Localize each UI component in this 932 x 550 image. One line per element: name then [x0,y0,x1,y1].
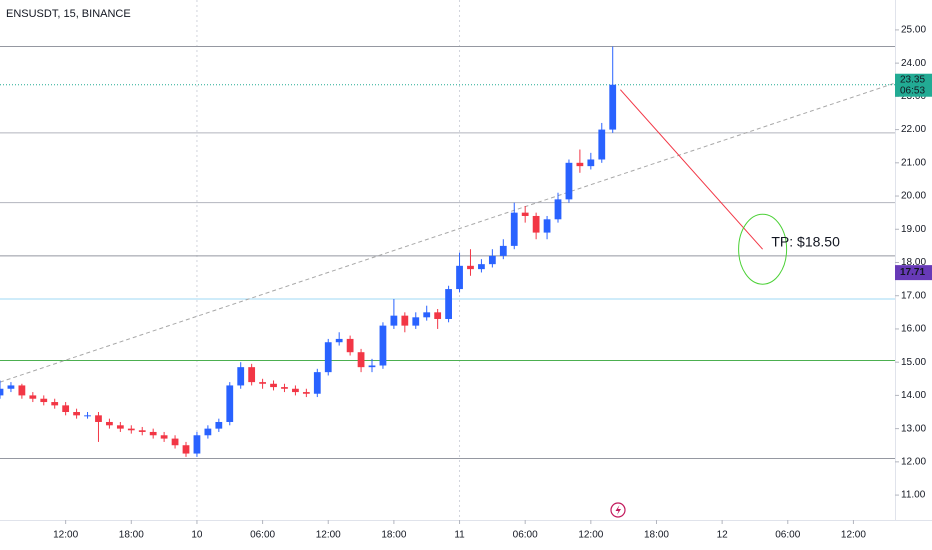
candle-body [7,385,15,389]
y-tick-label: 15.00 [901,357,926,368]
candle-body [51,402,59,406]
candle-body [116,425,124,429]
y-tick-label: 18.00 [901,257,926,268]
x-tick-label: 06:00 [250,530,275,541]
candle-body [467,265,474,270]
y-tick-label: 11.00 [901,490,926,501]
candle-body [478,264,485,270]
target-line [619,89,763,250]
candle-body [423,312,431,318]
candle-body [532,215,540,233]
candle-body [357,352,365,368]
candle-body [587,159,595,167]
candle-body [204,428,212,436]
x-tick-label: 12:00 [316,530,341,541]
candle-body [379,325,387,366]
annotation: TP: $18.50 [771,233,840,249]
candle-body [18,385,26,396]
y-tick-label: 12.00 [901,456,926,467]
candle-body [270,383,277,388]
candle-body [149,431,157,436]
candle-body [171,438,179,446]
candle-body [346,338,354,353]
candle-body [62,405,70,413]
candle-body [401,315,409,326]
candle-body [543,219,551,233]
candle-body [259,382,266,384]
x-tick-label: 18:00 [119,530,144,541]
y-tick-label: 25.00 [901,25,926,36]
candle-body [445,289,452,319]
candle-body [127,428,135,431]
candle-body [193,435,201,454]
x-tick-label: 06:00 [513,530,538,541]
y-tick-label: 16.00 [901,324,926,335]
candle-body [576,162,584,167]
countdown-label: 06:53 [900,85,925,96]
x-tick-label: 11 [454,530,465,541]
x-tick-label: 12:00 [53,530,78,541]
plot: TP: $18.50 [0,0,896,520]
candle-body [510,212,518,246]
candle-body [521,212,529,216]
candle-body [598,129,606,160]
candle-body [106,421,113,426]
candle-body [0,388,4,396]
x-tick-label: 10 [191,530,203,541]
x-tick-label: 12:00 [578,530,603,541]
candle-body [499,245,507,256]
candle-body [237,367,245,386]
last-price-label: 23.35 [900,74,925,85]
x-tick-label: 12:00 [841,530,866,541]
x-tick-label: 18:00 [381,530,406,541]
candle-body [324,342,332,373]
candle-body [390,315,398,326]
candle-body [226,385,234,422]
candle-body [84,415,91,417]
candle-body [182,445,190,454]
candle-body [160,435,168,439]
candle-body [73,412,80,416]
y-tick-label: 14.00 [901,390,926,401]
candle-body [248,367,256,383]
y-tick-label: 20.00 [901,191,926,202]
y-tick-label: 21.00 [901,157,926,168]
y-tick-label: 17.00 [901,290,926,301]
y-tick-label: 24.00 [901,58,926,69]
candle-body [292,388,299,393]
x-tick-label: 18:00 [644,530,669,541]
candle-body [302,392,310,394]
candle-body [456,265,463,290]
candle-body [40,398,48,403]
trend-line [0,82,896,383]
candle-body [313,372,321,394]
candle-body [138,430,146,432]
x-tick-label: 06:00 [775,530,800,541]
candle-body [565,162,573,200]
target-circle [738,213,788,285]
marker-price-box [895,265,932,281]
candle-body [215,421,223,429]
candle-body [368,365,376,368]
marker-price-label: 17.71 [900,267,925,278]
candle-body [412,317,420,326]
y-tick-label: 22.00 [901,124,926,135]
candle-body [29,395,37,399]
candle-body [609,84,617,130]
candle-body [281,387,288,389]
y-tick-label: 13.00 [901,423,926,434]
candle-body [434,312,442,319]
chart-title: ENSUSDT, 15, BINANCE [6,8,131,20]
candle-body [488,255,496,265]
y-tick-label: 19.00 [901,224,926,235]
candle-body [95,415,102,422]
candle-body [335,338,343,343]
candle-body [554,199,562,220]
event-icon[interactable] [610,502,626,518]
last-price-box [895,73,932,97]
x-tick-label: 12 [717,530,729,541]
